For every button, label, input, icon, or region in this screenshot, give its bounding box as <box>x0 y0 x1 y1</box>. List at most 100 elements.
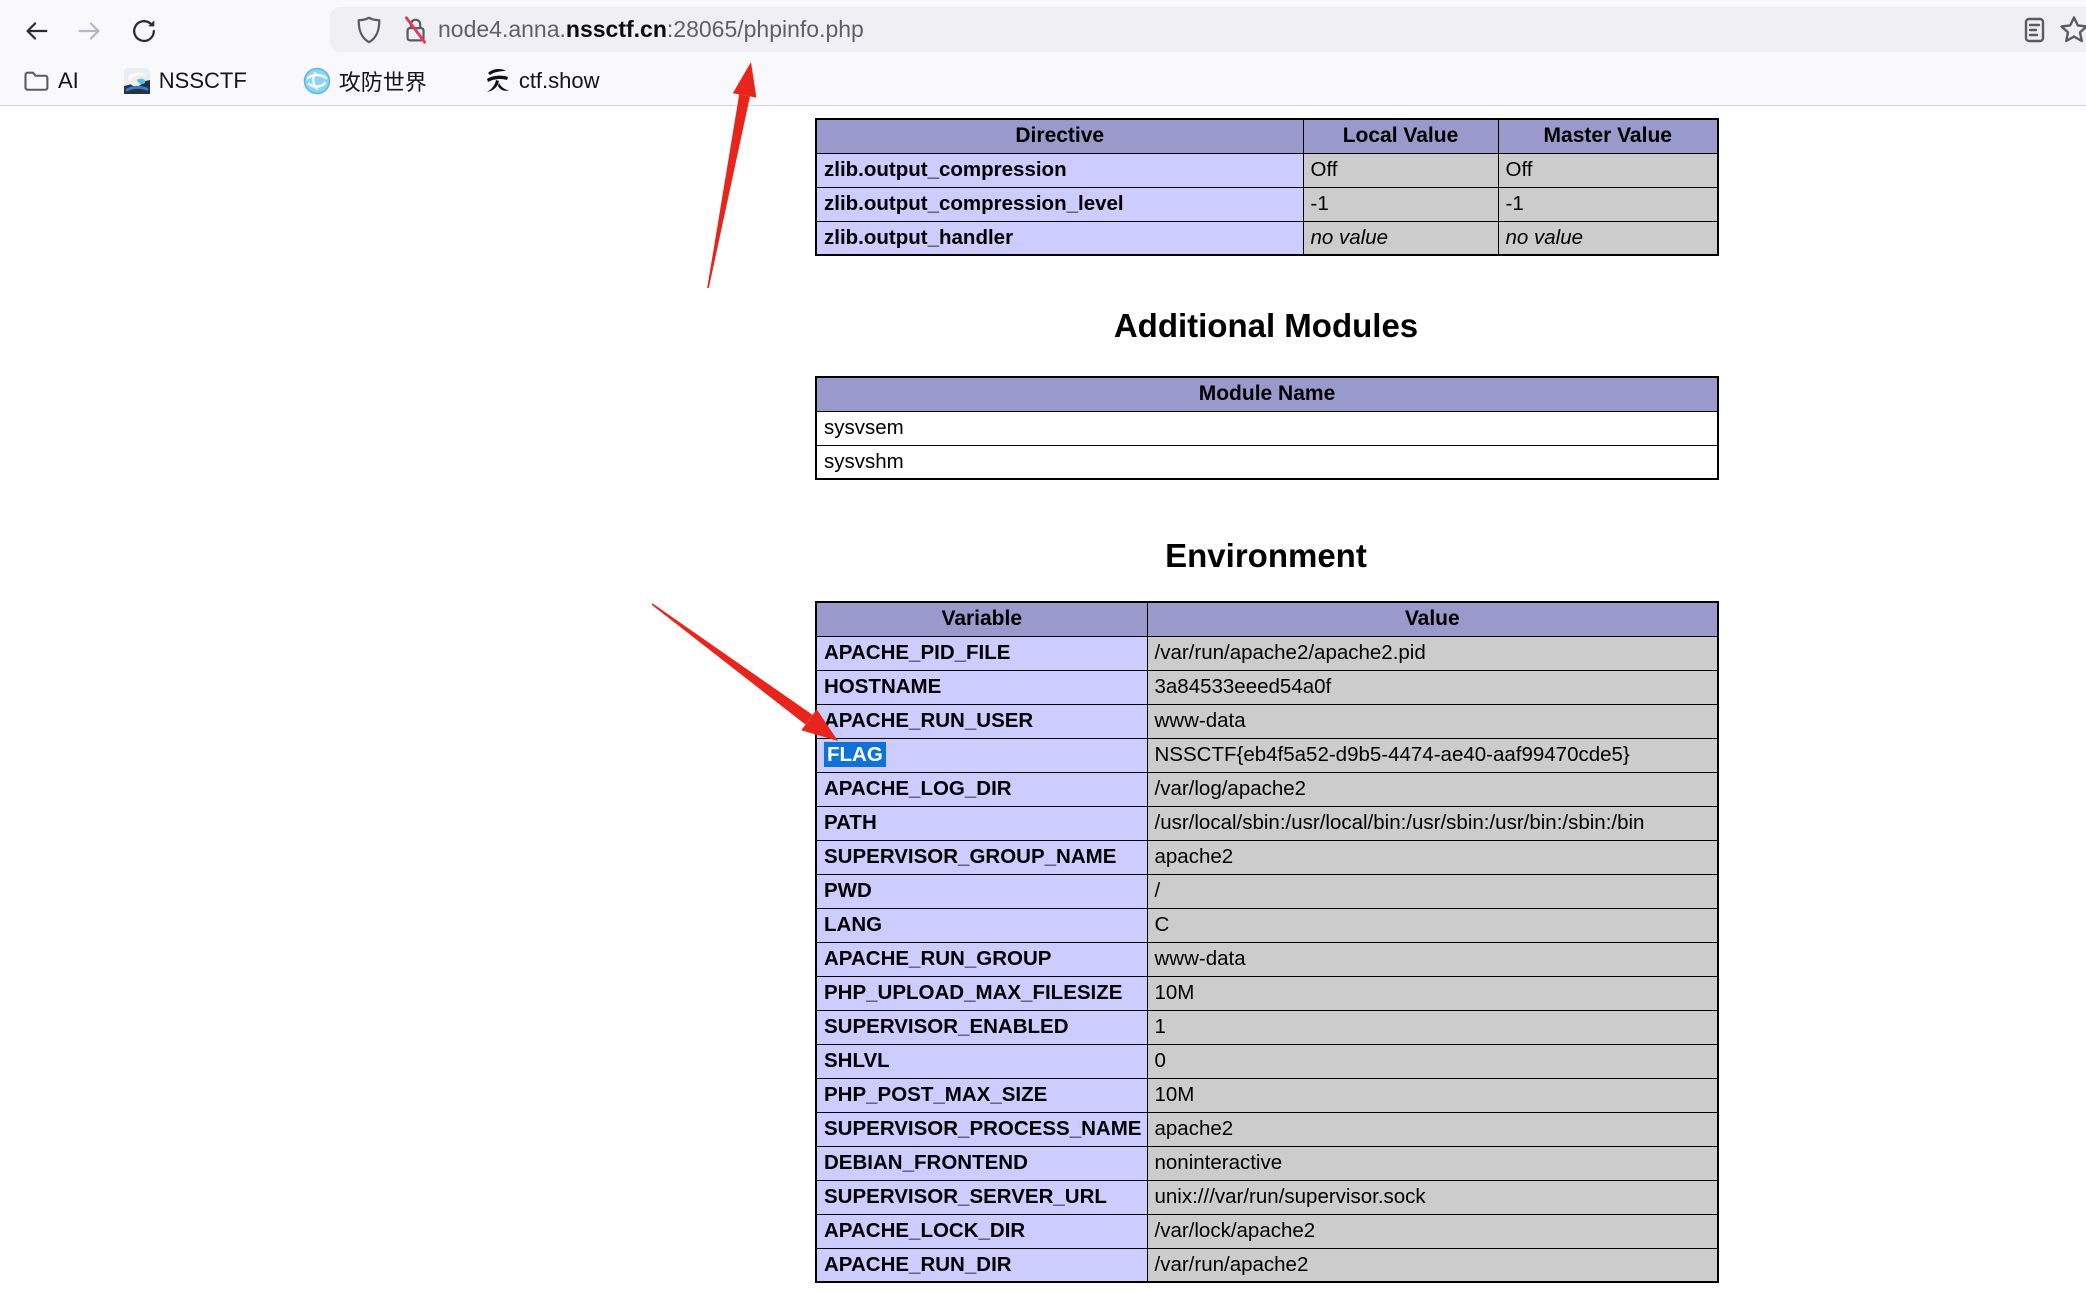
insecure-lock-icon[interactable] <box>400 15 432 45</box>
back-arrow-icon <box>26 22 48 40</box>
value-cell: C <box>1146 907 1719 943</box>
value-cell: /var/lock/apache2 <box>1146 1213 1719 1249</box>
module-name-cell: sysvsem <box>815 410 1719 446</box>
directive-cell: zlib.output_handler <box>815 220 1304 256</box>
variable-cell: APACHE_RUN_GROUP <box>815 941 1148 977</box>
local-value-header: Local Value <box>1302 118 1499 154</box>
table-row: DEBIAN_FRONTEND noninteractive <box>815 1145 1719 1181</box>
value-cell: noninteractive <box>1146 1145 1719 1181</box>
value-cell: 1 <box>1146 1009 1719 1045</box>
bookmark-star-icon[interactable] <box>2058 14 2086 46</box>
table-row: APACHE_LOCK_DIR/var/lock/apache2 <box>815 1213 1719 1249</box>
directive-header: Directive <box>815 118 1304 154</box>
value-cell: apache2 <box>1146 839 1719 875</box>
table-row: SUPERVISOR_GROUP_NAME apache2 <box>815 839 1719 875</box>
table-row: SUPERVISOR_SERVER_URL unix:///var/run/sup… <box>815 1179 1719 1215</box>
variable-cell: APACHE_RUN_USER <box>815 703 1148 739</box>
variable-cell: PHP_POST_MAX_SIZE <box>815 1077 1148 1113</box>
bookmark-folder-ai[interactable]: AI <box>18 62 83 100</box>
variable-cell: PATH <box>815 805 1148 841</box>
bookmark-label: AI <box>58 67 79 93</box>
table-row: HOSTNAME 3a84533eeed54a0f <box>815 669 1719 705</box>
module-name-cell: sysvshm <box>815 444 1719 480</box>
table-row: PATH/usr/local/sbin:/usr/local/bin:/usr/… <box>815 805 1719 841</box>
value-cell: /usr/local/sbin:/usr/local/bin:/usr/sbin… <box>1146 805 1719 841</box>
environment-table: Variable Value APACHE_PID_FILE/var/run/a… <box>815 601 1719 1283</box>
url-text: node4.anna.nssctf.cn:28065/phpinfo.php <box>438 7 864 52</box>
forward-button[interactable] <box>74 15 106 47</box>
additional-modules-title: Additional Modules <box>1113 307 1419 344</box>
value-cell: /var/run/apache2 <box>1146 1247 1719 1283</box>
table-row: SUPERVISOR_ENABLED 1 <box>815 1009 1719 1045</box>
ctfshow-favicon <box>483 67 511 95</box>
variable-cell: HOSTNAME <box>815 669 1148 705</box>
value-cell: 0 <box>1146 1043 1719 1079</box>
bookmark-label: NSSCTF <box>158 67 247 93</box>
url-domain: nssctf.cn <box>565 16 667 42</box>
environment-title: Environment <box>1165 537 1367 574</box>
reader-view-icon[interactable] <box>2018 14 2050 46</box>
table-header-row: Variable Value <box>815 601 1719 637</box>
table-row: APACHE_RUN_USER www-data <box>815 703 1719 739</box>
back-button[interactable] <box>20 15 52 47</box>
table-row: zlib.output_handler no value no value <box>815 220 1719 256</box>
table-row: LANG C <box>815 907 1719 943</box>
master-value-header: Master Value <box>1497 118 1719 154</box>
directive-cell: zlib.output_compression <box>815 152 1304 188</box>
variable-cell: DEBIAN_FRONTEND <box>815 1145 1148 1181</box>
master-value-cell: Off <box>1497 152 1719 188</box>
local-value-cell: -1 <box>1302 186 1499 222</box>
table-header-row: Directive Local Value Master Value <box>815 118 1719 154</box>
value-cell: apache2 <box>1146 1111 1719 1147</box>
table-row: zlib.output_compression_level -1 -1 <box>815 186 1719 222</box>
table-row: SUPERVISOR_PROCESS_NAME apache2 <box>815 1111 1719 1147</box>
table-row: SHLVL 0 <box>815 1043 1719 1079</box>
table-row: APACHE_RUN_GROUP www-data <box>815 941 1719 977</box>
variable-cell: APACHE_RUN_DIR <box>815 1247 1148 1283</box>
directive-cell: zlib.output_compression_level <box>815 186 1304 222</box>
value-cell: 10M <box>1146 1077 1719 1113</box>
table-row flag-row: FLAG NSSCTF{eb4f5a52-d9b5-4474-ae40-aaf9… <box>815 737 1719 773</box>
url-prefix: node4.anna. <box>438 16 566 42</box>
browser-toolbar: node4.anna.nssctf.cn:28065/phpinfo.php <box>0 0 2086 56</box>
phpinfo-page: Directive Local Value Master Value zlib.… <box>0 107 2086 1293</box>
value-cell: www-data <box>1146 941 1719 977</box>
value-cell: 3a84533eeed54a0f <box>1146 669 1719 705</box>
additional-modules-table: Module Name sysvsem sysvshm <box>815 376 1719 480</box>
value-cell: /var/run/apache2/apache2.pid <box>1146 635 1719 671</box>
bookmark-label: ctf.show <box>518 67 600 93</box>
table-row: PHP_POST_MAX_SIZE 10M <box>815 1077 1719 1113</box>
table-row: sysvshm <box>815 444 1719 480</box>
value-cell: 10M <box>1146 975 1719 1011</box>
table-row: PWD / <box>815 873 1719 909</box>
folder-icon <box>22 67 50 95</box>
bookmark-label: 攻防世界 <box>338 69 427 95</box>
module-name-header: Module Name <box>815 376 1719 412</box>
reload-button[interactable] <box>128 15 160 47</box>
url-bar[interactable]: node4.anna.nssctf.cn:28065/phpinfo.php <box>330 7 2086 52</box>
nssctf-favicon <box>123 67 151 95</box>
value-cell: /var/log/apache2 <box>1146 771 1719 807</box>
url-suffix: :28065/phpinfo.php <box>666 16 864 42</box>
local-value-cell: Off <box>1302 152 1499 188</box>
shield-icon[interactable] <box>354 15 384 45</box>
variable-cell: SUPERVISOR_GROUP_NAME <box>815 839 1148 875</box>
value-cell: unix:///var/run/supervisor.sock <box>1146 1179 1719 1215</box>
value-cell: www-data <box>1146 703 1719 739</box>
value-header: Value <box>1146 601 1719 637</box>
bookmark-nssctf[interactable]: NSSCTF <box>119 62 251 100</box>
variable-cell: APACHE_PID_FILE <box>815 635 1148 671</box>
table-row: sysvsem <box>815 410 1719 446</box>
variable-cell: SUPERVISOR_PROCESS_NAME <box>815 1111 1148 1147</box>
variable-cell: SUPERVISOR_SERVER_URL <box>815 1179 1148 1215</box>
bookmark-ctfshow[interactable]: ctf.show <box>479 62 604 100</box>
table-row: APACHE_PID_FILE/var/run/apache2/apache2.… <box>815 635 1719 671</box>
variable-cell: APACHE_LOG_DIR <box>815 771 1148 807</box>
variable-cell: PHP_UPLOAD_MAX_FILESIZE <box>815 975 1148 1011</box>
variable-cell: SUPERVISOR_ENABLED <box>815 1009 1148 1045</box>
variable-cell: PWD <box>815 873 1148 909</box>
bookmark-adworld[interactable]: 攻防世界 <box>299 62 431 100</box>
local-value-cell: no value <box>1302 220 1499 256</box>
table-header-row: Module Name <box>815 376 1719 412</box>
